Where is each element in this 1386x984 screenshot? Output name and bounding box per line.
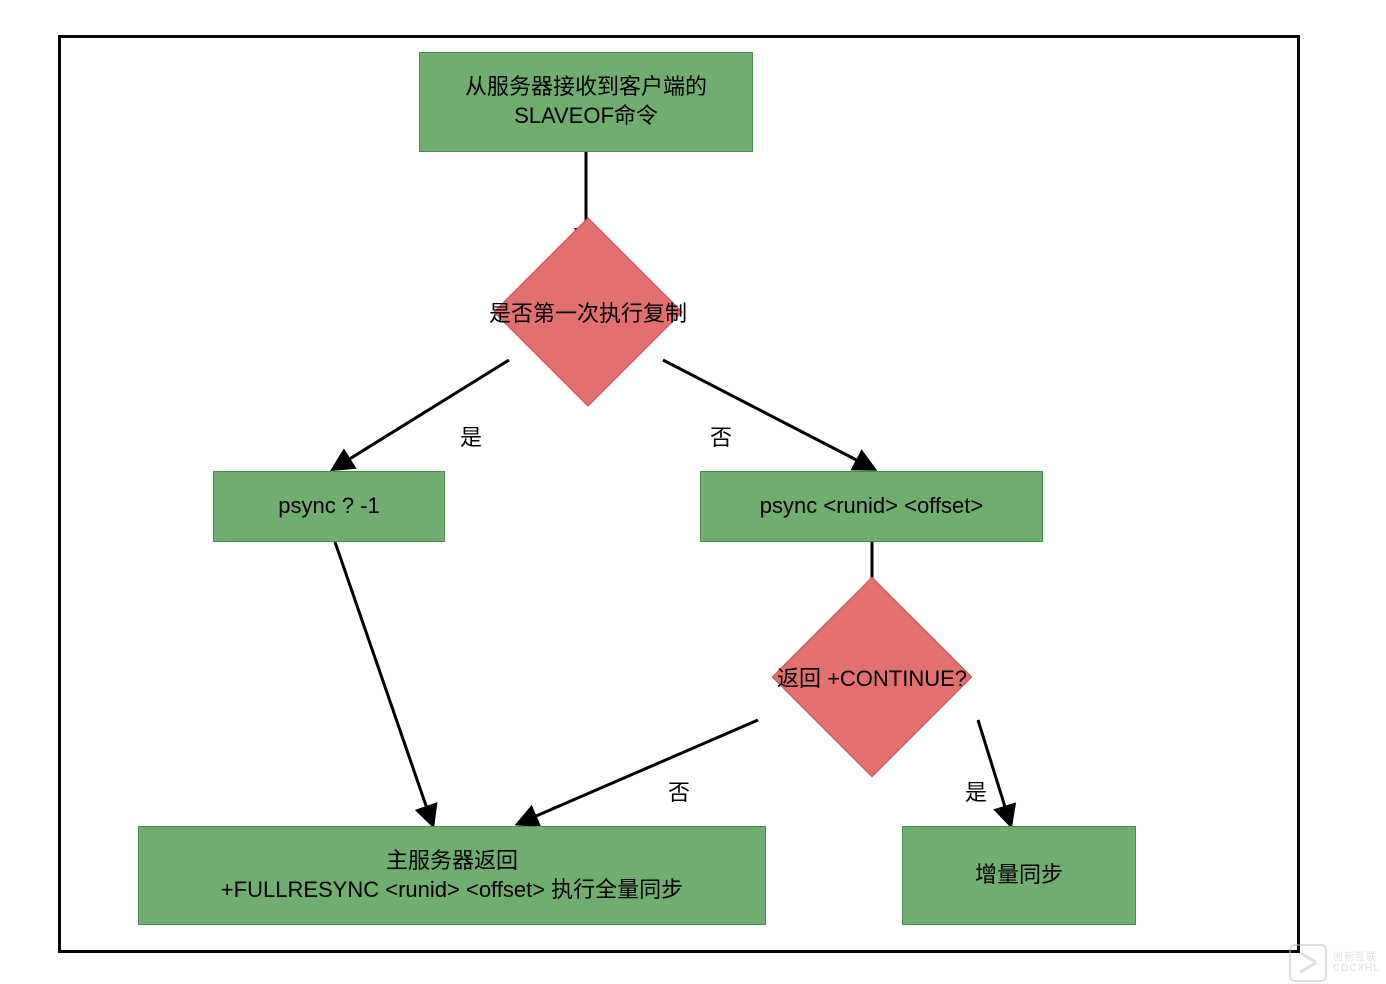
- edge-label-no-2: 否: [668, 775, 690, 807]
- watermark: 创新互联 CDCXHL: [1289, 944, 1380, 982]
- watermark-logo-icon: [1289, 944, 1327, 982]
- node-decision-continue: 返回 +CONTINUE?: [718, 612, 1026, 742]
- node-psync-first: psync ? -1: [213, 471, 445, 542]
- edge-label-yes-1: 是: [460, 420, 482, 452]
- node-decision-first-sync: 是否第一次执行复制: [460, 247, 716, 377]
- node-start-line2: SLAVEOF命令: [514, 103, 658, 128]
- node-psync-offset: psync <runid> <offset>: [700, 471, 1043, 542]
- edge-label-no-1: 否: [710, 420, 732, 452]
- diagram-canvas: 从服务器接收到客户端的 SLAVEOF命令 是否第一次执行复制 psync ? …: [0, 0, 1386, 984]
- node-right-label: psync <runid> <offset>: [760, 492, 983, 521]
- edge-label-yes-2: 是: [965, 775, 987, 807]
- node-start-line1: 从服务器接收到客户端的: [465, 74, 707, 99]
- node-inc-label: 增量同步: [975, 861, 1063, 890]
- watermark-text: 创新互联 CDCXHL: [1333, 952, 1380, 974]
- node-d1-label: 是否第一次执行复制: [489, 296, 687, 328]
- node-full-line1: 主服务器返回: [386, 848, 518, 873]
- node-left-label: psync ? -1: [278, 492, 380, 521]
- node-incremental-sync: 增量同步: [902, 826, 1136, 925]
- node-full-line2: +FULLRESYNC <runid> <offset> 执行全量同步: [221, 877, 683, 902]
- node-start: 从服务器接收到客户端的 SLAVEOF命令: [419, 52, 753, 152]
- node-d2-label: 返回 +CONTINUE?: [777, 661, 967, 693]
- node-full-resync: 主服务器返回 +FULLRESYNC <runid> <offset> 执行全量…: [138, 826, 766, 925]
